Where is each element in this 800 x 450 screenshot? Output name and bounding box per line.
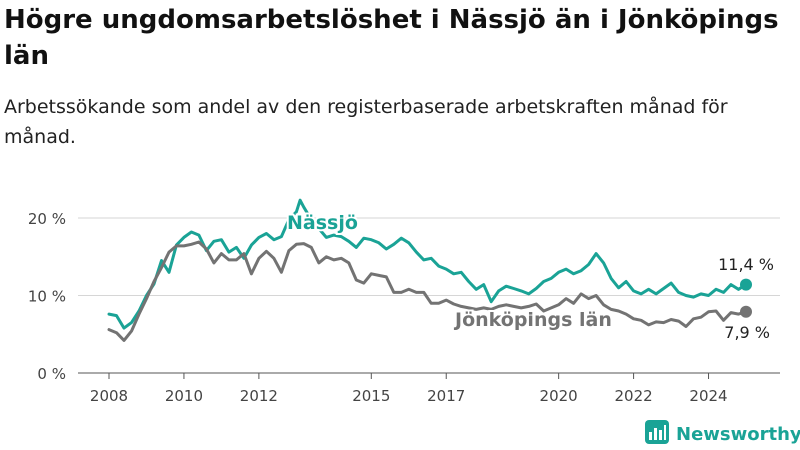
end-point-lan xyxy=(740,305,752,318)
newsworthy-brand: Newsworthy xyxy=(644,419,800,449)
x-tick-label: 2008 xyxy=(90,387,128,405)
x-tick-label: 2017 xyxy=(427,387,465,405)
x-tick-label: 2015 xyxy=(352,387,390,405)
series-line-lan xyxy=(107,240,748,342)
axis-layer: 0 % 10 % 20 % 2008 2010 2012 2015 2017 2020 2022 2… xyxy=(28,210,728,405)
x-tick-label: 2012 xyxy=(240,387,278,405)
end-label-nassjo: 11,4 % xyxy=(718,255,774,274)
series-label-nassjo: Nässjö xyxy=(287,212,358,234)
newsworthy-logo-icon xyxy=(644,419,670,449)
x-tick-label: 2022 xyxy=(614,387,652,405)
label-layer: Nässjö Jönköpings län 11,4 % 7,9 % xyxy=(285,210,774,342)
end-label-lan: 7,9 % xyxy=(724,323,770,342)
y-tick-label: 0 % xyxy=(37,365,66,383)
x-tick-label: 2010 xyxy=(165,387,203,405)
y-tick-label: 20 % xyxy=(28,210,66,228)
x-tick-label: 2020 xyxy=(540,387,578,405)
series-line-nassjo xyxy=(107,198,748,330)
chart-subtitle: Arbetssökande som andel av den registerb… xyxy=(4,96,728,148)
brand-name: Newsworthy xyxy=(676,423,800,445)
end-point-nassjo xyxy=(740,278,752,291)
chart-title: Högre ungdomsarbetslöshet i Nässjö än i … xyxy=(4,5,779,71)
y-tick-label: 10 % xyxy=(28,288,66,306)
series-label-lan: Jönköpings län xyxy=(453,309,612,331)
x-tick-label: 2024 xyxy=(689,387,727,405)
series-layer xyxy=(107,198,752,342)
grid-layer xyxy=(78,217,780,374)
